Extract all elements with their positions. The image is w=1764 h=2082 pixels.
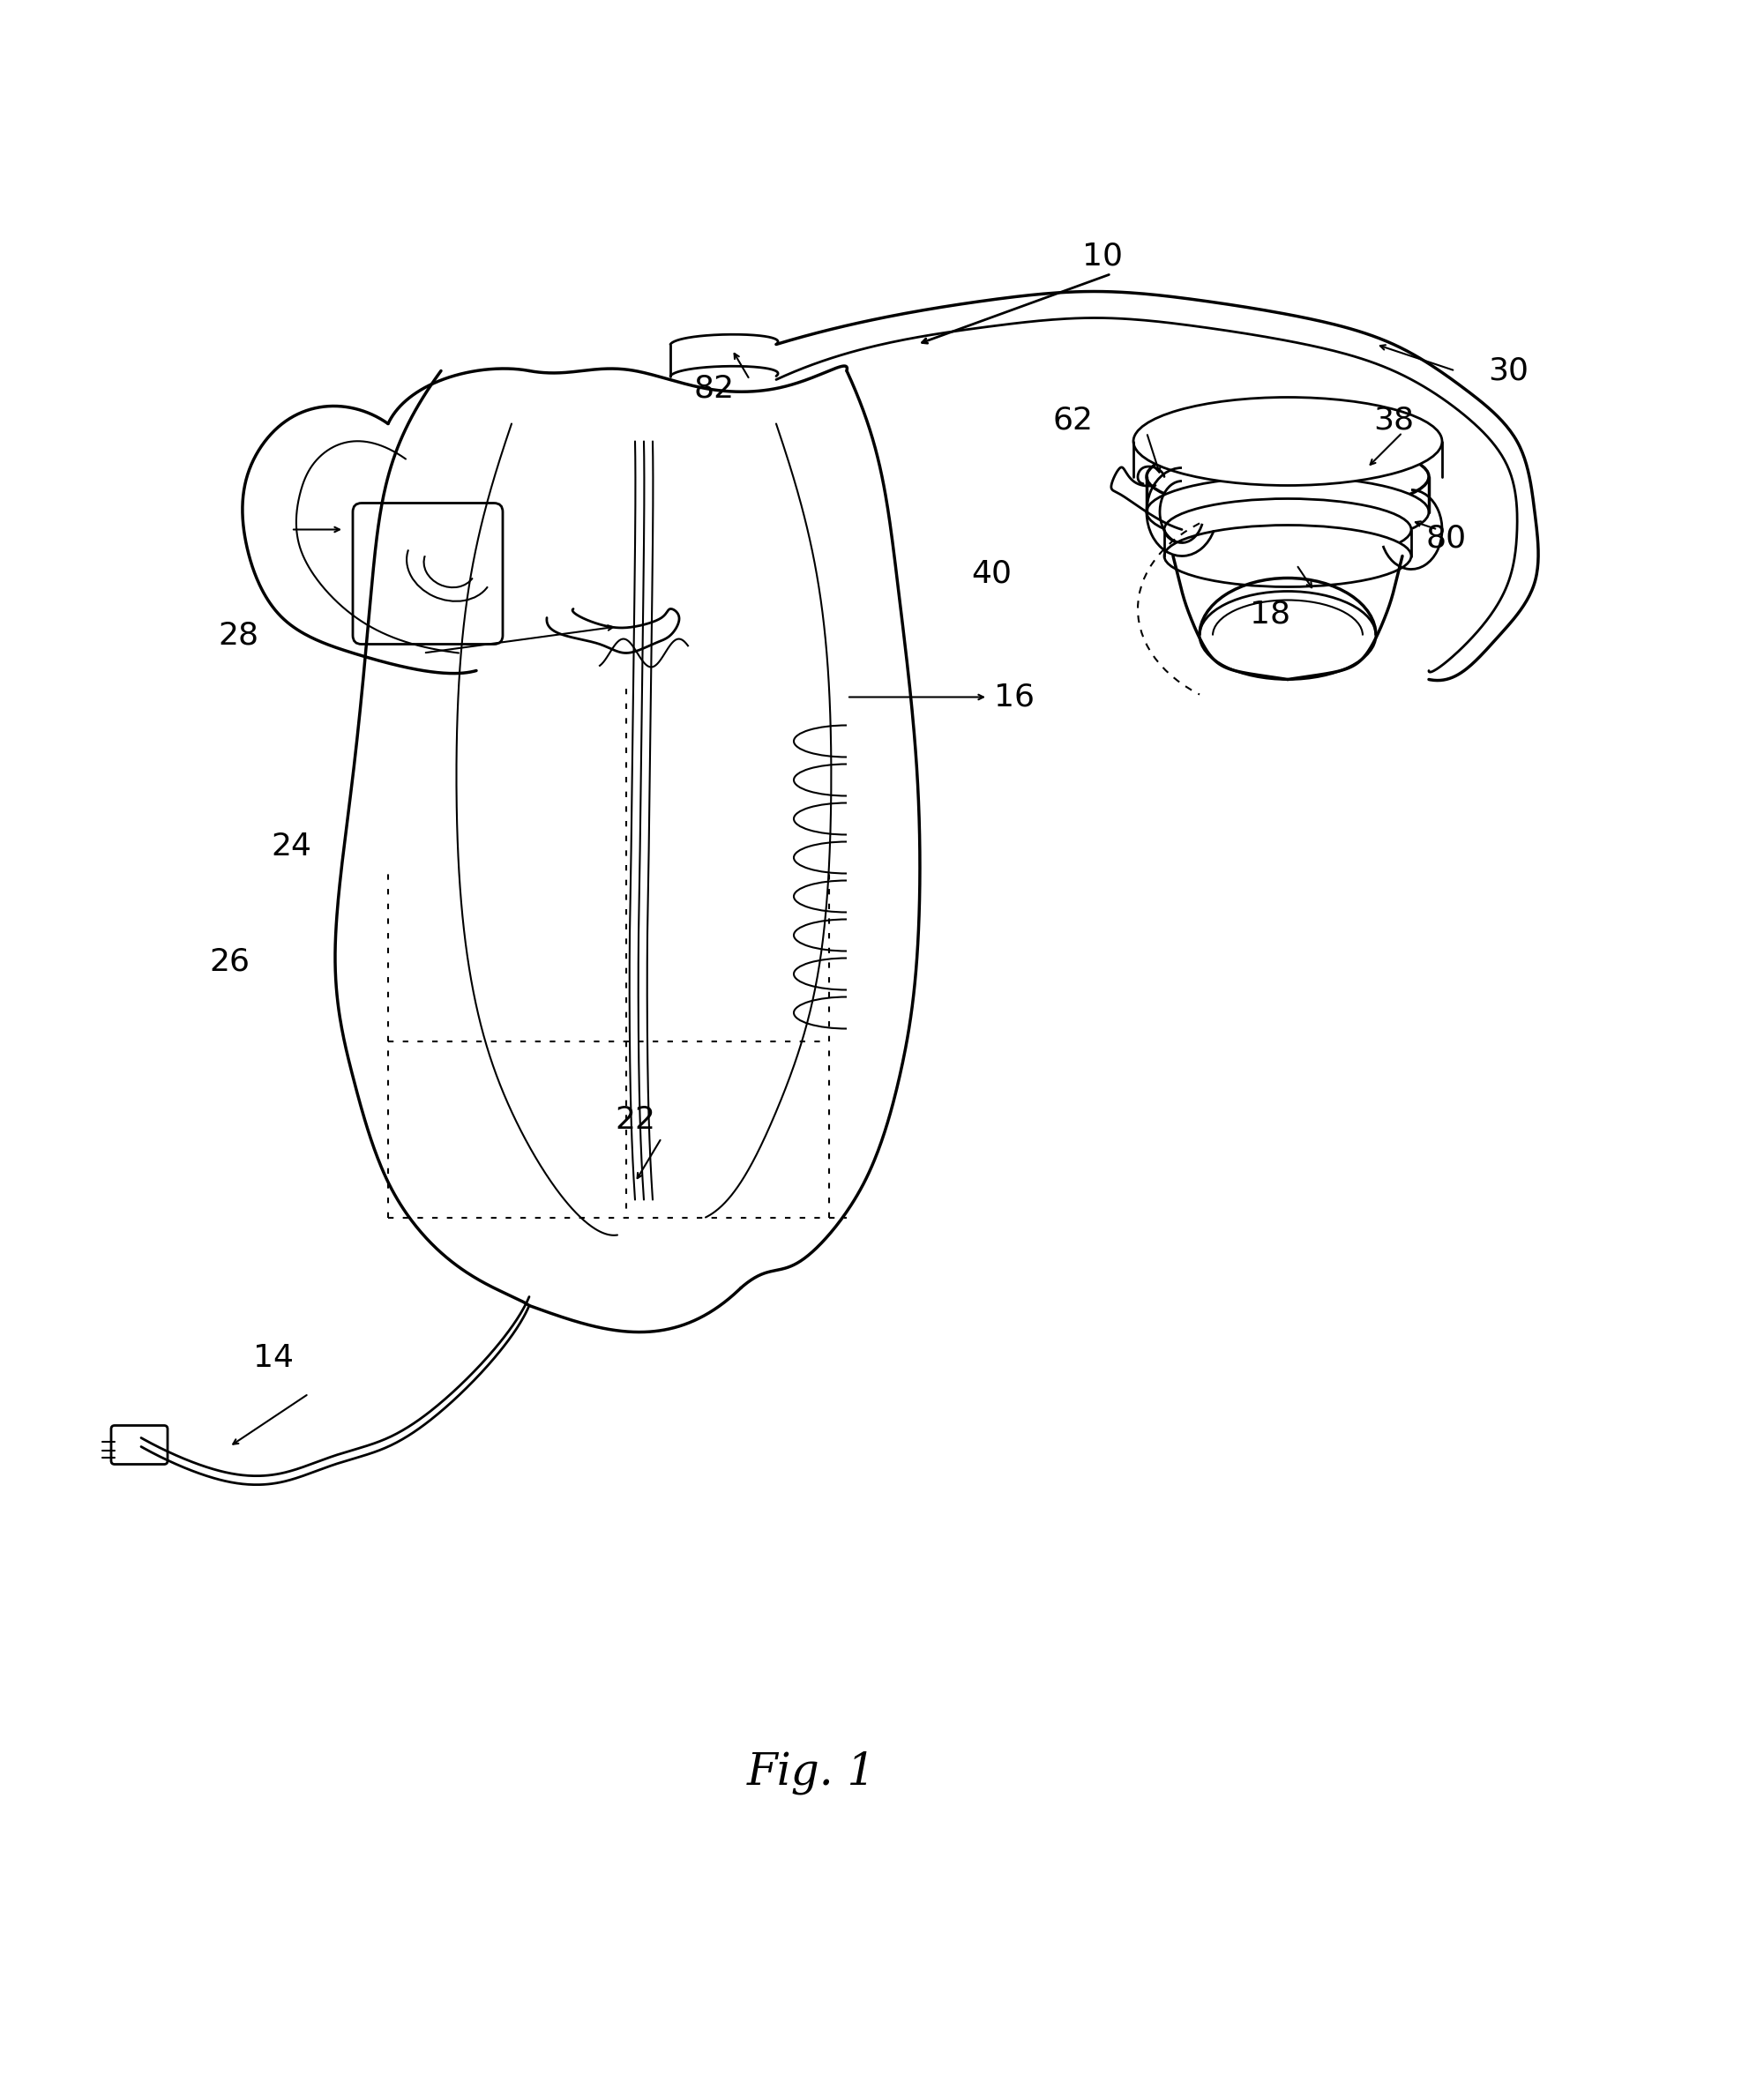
Text: 10: 10 <box>1083 242 1124 271</box>
Text: 26: 26 <box>210 947 250 976</box>
Text: 82: 82 <box>693 373 736 404</box>
Ellipse shape <box>1147 477 1429 548</box>
Text: 28: 28 <box>217 620 259 650</box>
Ellipse shape <box>1164 500 1411 560</box>
Text: 14: 14 <box>254 1343 293 1374</box>
Text: 40: 40 <box>970 558 1013 589</box>
Text: 24: 24 <box>272 833 310 862</box>
Ellipse shape <box>1200 591 1376 679</box>
Text: 30: 30 <box>1489 356 1528 385</box>
Text: 18: 18 <box>1249 600 1291 629</box>
Text: Fig. 1: Fig. 1 <box>746 1751 877 1795</box>
Text: 22: 22 <box>616 1106 656 1135</box>
Ellipse shape <box>1132 398 1443 485</box>
Text: 80: 80 <box>1425 523 1468 554</box>
Ellipse shape <box>1164 525 1411 587</box>
Ellipse shape <box>1147 441 1429 512</box>
Text: 38: 38 <box>1372 406 1415 435</box>
Text: 62: 62 <box>1051 406 1094 435</box>
Text: 16: 16 <box>995 683 1034 712</box>
FancyBboxPatch shape <box>353 504 503 643</box>
FancyBboxPatch shape <box>111 1426 168 1464</box>
